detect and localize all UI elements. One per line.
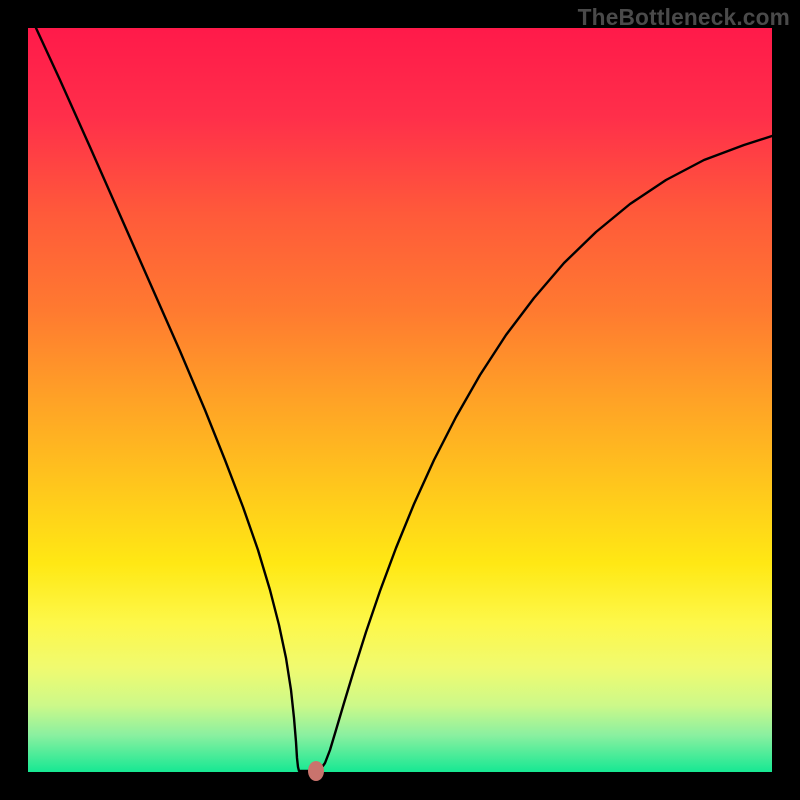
watermark-text: TheBottleneck.com [578, 4, 790, 31]
chart-frame: TheBottleneck.com [0, 0, 800, 800]
optimal-point-marker [308, 761, 324, 781]
chart-plot-area [28, 28, 772, 772]
bottleneck-chart [0, 0, 800, 800]
